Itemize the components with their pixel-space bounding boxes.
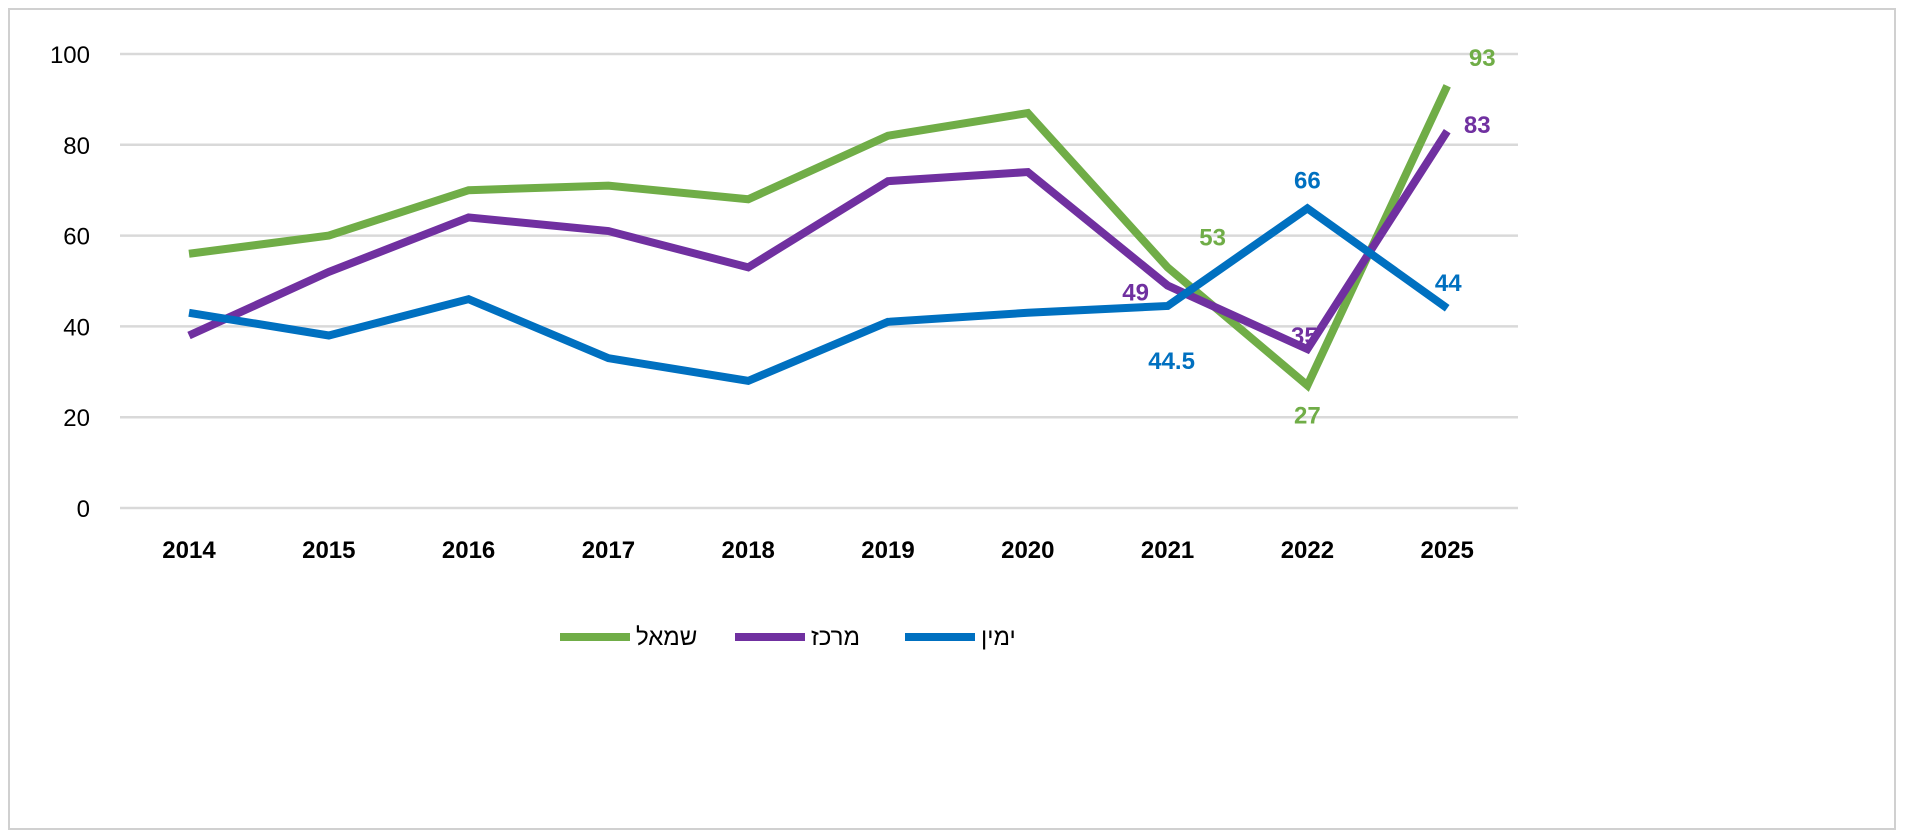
data-label: 66: [1294, 167, 1321, 194]
legend-label: שמאל: [636, 624, 697, 651]
data-label: 44: [1435, 270, 1462, 297]
y-tick-label: 80: [63, 133, 90, 160]
series-line-2: [188, 203, 1450, 386]
x-tick-label: 2022: [1281, 537, 1334, 564]
x-tick-label: 2017: [582, 537, 635, 564]
x-tick-label: 2015: [302, 537, 355, 564]
legend-label: מרכז: [811, 624, 860, 651]
data-label: 27: [1294, 402, 1321, 429]
data-label: 44.5: [1148, 348, 1195, 375]
x-tick-label: 2019: [861, 537, 914, 564]
data-label: 93: [1469, 45, 1496, 72]
chart-frame: [8, 8, 1896, 830]
series-line-0: [188, 84, 1451, 392]
data-label: 53: [1199, 224, 1226, 251]
x-tick-label: 2016: [442, 537, 495, 564]
legend-label: ימין: [981, 624, 1016, 651]
data-label: 35: [1291, 323, 1318, 350]
data-label: 83: [1464, 112, 1491, 139]
x-tick-label: 2025: [1421, 537, 1474, 564]
x-tick-label: 2021: [1141, 537, 1194, 564]
x-tick-label: 2020: [1001, 537, 1054, 564]
y-tick-label: 0: [77, 496, 90, 523]
x-tick-label: 2014: [162, 537, 216, 564]
series-line-1: [187, 129, 1451, 355]
x-tick-label: 2018: [722, 537, 775, 564]
y-tick-label: 40: [63, 314, 90, 341]
y-tick-label: 20: [63, 405, 90, 432]
y-tick-label: 100: [50, 42, 90, 69]
data-label: 49: [1122, 280, 1149, 307]
y-tick-label: 60: [63, 224, 90, 251]
